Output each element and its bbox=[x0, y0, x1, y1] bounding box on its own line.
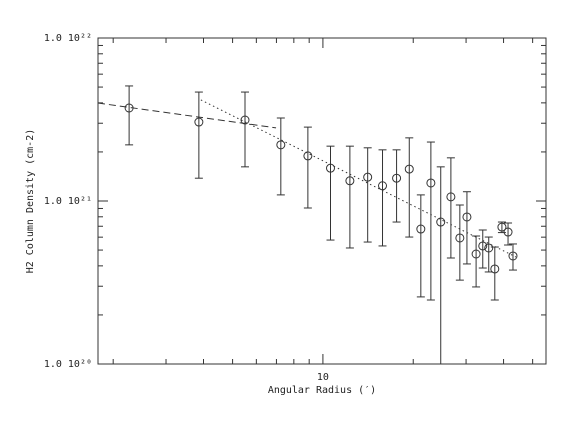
data-point bbox=[490, 264, 500, 274]
data-point bbox=[124, 103, 134, 113]
data-point bbox=[484, 243, 494, 253]
plot-frame bbox=[97, 37, 547, 365]
data-point bbox=[404, 164, 414, 174]
y-tick-label: 1.0 10²¹ bbox=[44, 196, 92, 207]
data-point bbox=[276, 140, 286, 150]
x-tick-label: 10 bbox=[317, 372, 329, 383]
data-point bbox=[508, 251, 518, 261]
data-point bbox=[471, 249, 481, 259]
data-point bbox=[462, 212, 472, 222]
data-point bbox=[194, 117, 204, 127]
data-point bbox=[303, 151, 313, 161]
data-point bbox=[436, 217, 446, 227]
fit-line bbox=[200, 99, 517, 258]
data-point bbox=[455, 233, 465, 243]
data-point bbox=[345, 176, 355, 186]
data-point bbox=[497, 222, 507, 232]
data-point bbox=[416, 224, 426, 234]
data-point bbox=[426, 178, 436, 188]
data-point bbox=[478, 241, 488, 251]
data-point bbox=[392, 173, 402, 183]
data-point bbox=[503, 227, 513, 237]
y-tick-label: 1.0 10²² bbox=[44, 33, 92, 44]
x-axis-label: Angular Radius (′) bbox=[268, 385, 376, 396]
data-point bbox=[240, 115, 250, 125]
data-point bbox=[326, 163, 336, 173]
data-point bbox=[446, 192, 456, 202]
y-tick-label: 1.0 10²⁰ bbox=[44, 359, 92, 370]
data-point bbox=[363, 172, 373, 182]
data-point bbox=[378, 181, 388, 191]
y-axis-label: H2 Column Density (cm-2) bbox=[25, 129, 36, 274]
